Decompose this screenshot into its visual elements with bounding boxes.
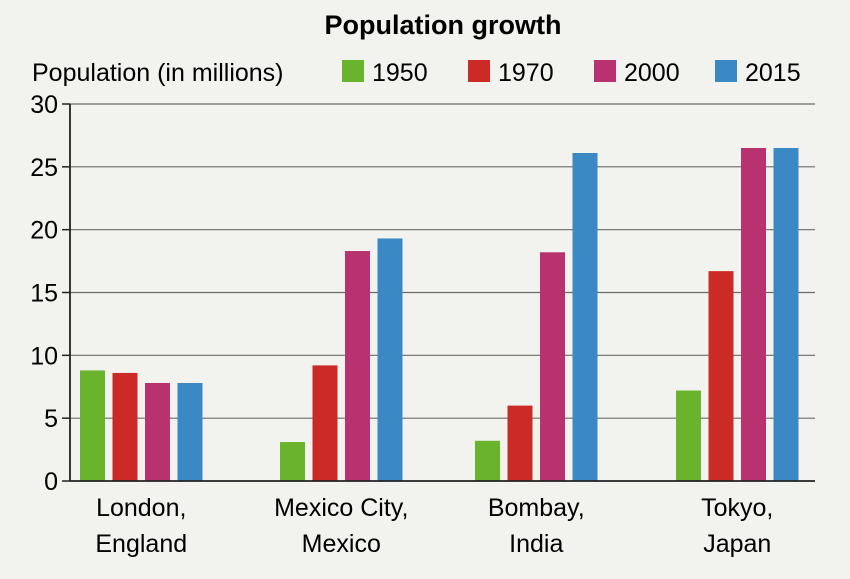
- bar-1950-2: [475, 440, 500, 481]
- legend-swatch-2015: [715, 60, 737, 82]
- bar-2015-2: [572, 153, 598, 481]
- legend-label-2000: 2000: [624, 59, 680, 87]
- y-tick-labels: 0 5 10 15 20 25 30: [30, 91, 58, 496]
- bar-1970-1: [312, 365, 338, 481]
- y-tick-label: 0: [44, 468, 58, 496]
- y-tick-label: 30: [30, 91, 58, 119]
- category-label: Mexico City,: [274, 494, 408, 522]
- y-tick-label: 5: [44, 405, 58, 433]
- category-labels: London, England Mexico City, Mexico Bombay, I…: [95, 494, 773, 558]
- bar-1970-2: [507, 405, 533, 481]
- category-label: London,: [96, 494, 186, 522]
- legend-label-1950: 1950: [372, 59, 428, 87]
- bar-2000-3: [741, 147, 766, 481]
- y-tick-label: 15: [30, 280, 58, 308]
- bar-2000-2: [540, 252, 565, 481]
- category-label: England: [95, 530, 187, 558]
- chart-title: Population growth: [325, 10, 562, 40]
- bar-2015-0: [177, 382, 203, 481]
- category-label: Tokyo,: [701, 494, 773, 522]
- axes: [62, 103, 815, 482]
- bar-1950-1: [280, 442, 305, 481]
- category-label: India: [509, 530, 563, 558]
- category-label: Japan: [703, 530, 771, 558]
- bar-2000-0: [145, 382, 170, 481]
- bar-2015-1: [377, 238, 403, 481]
- bar-1970-0: [112, 372, 138, 481]
- bar-1970-3: [708, 271, 734, 481]
- bar-2015-3: [773, 147, 799, 481]
- y-tick-label: 25: [30, 154, 58, 182]
- gridlines: [70, 103, 815, 419]
- bar-1950-3: [676, 390, 701, 481]
- legend-swatch-1970: [468, 60, 490, 82]
- legend-swatch-1950: [342, 60, 364, 82]
- legend: 1950 1970 2000 2015: [342, 59, 801, 87]
- y-tick-label: 10: [30, 342, 58, 370]
- bar-2000-1: [345, 251, 370, 481]
- legend-swatch-2000: [594, 60, 616, 82]
- category-label: Bombay,: [488, 494, 585, 522]
- category-label: Mexico: [302, 530, 381, 558]
- y-axis-label: Population (in millions): [32, 59, 284, 87]
- y-tick-label: 20: [30, 217, 58, 245]
- legend-label-1970: 1970: [498, 59, 554, 87]
- legend-label-2015: 2015: [745, 59, 801, 87]
- bar-1950-0: [80, 370, 105, 481]
- bars: [80, 147, 799, 481]
